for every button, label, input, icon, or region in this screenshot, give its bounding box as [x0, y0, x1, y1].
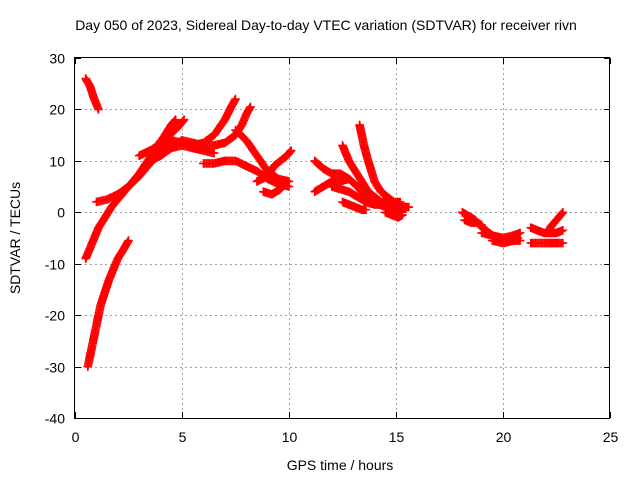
- y-tick-label: -10: [45, 257, 65, 273]
- y-axis-title: SDTVAR / TECUs: [7, 182, 23, 294]
- data-point: [246, 102, 255, 112]
- series-arc-24: [526, 238, 568, 248]
- data-point: [231, 94, 240, 104]
- data-point: [558, 208, 568, 217]
- chart-title: Day 050 of 2023, Sidereal Day-to-day VTE…: [75, 17, 577, 33]
- data-point: [515, 228, 525, 238]
- tick-labels-layer: 0 5 10 15 20 25 -40 -30 -20 -10 0 10 20 30: [45, 51, 619, 446]
- data-point: [282, 177, 292, 186]
- series-arc-10: [252, 146, 296, 186]
- series-arc-16: [355, 120, 405, 207]
- data-point: [124, 236, 133, 245]
- series-arc-17: [338, 197, 371, 214]
- data-point: [286, 147, 295, 156]
- series-arc-06: [145, 102, 255, 166]
- series-arc-15: [338, 141, 392, 207]
- data-point: [286, 146, 296, 155]
- series-arc-23: [526, 223, 568, 238]
- data-point: [209, 148, 219, 158]
- y-tick-label: 0: [57, 205, 65, 221]
- data-points-layer: [81, 74, 568, 371]
- series-arc-25: [545, 208, 568, 232]
- x-tick-label: 5: [179, 429, 187, 445]
- series-arc-11: [259, 177, 292, 199]
- x-tick-label: 25: [603, 429, 619, 445]
- x-tick-label: 10: [282, 429, 298, 445]
- x-axis-title: GPS time / hours: [287, 457, 394, 473]
- plot-frame: [74, 57, 610, 419]
- data-point: [94, 105, 103, 114]
- data-point: [281, 178, 291, 187]
- y-tick-label: -40: [45, 411, 65, 427]
- data-point: [361, 205, 371, 214]
- data-point: [557, 209, 567, 218]
- data-point: [170, 116, 179, 125]
- series-arc-22: [488, 236, 525, 248]
- y-tick-label: 20: [49, 102, 65, 118]
- data-point: [558, 226, 568, 235]
- data-point: [398, 210, 407, 220]
- x-tick-label: 15: [389, 429, 405, 445]
- data-point: [477, 220, 486, 230]
- data-point: [179, 115, 189, 124]
- series-arc-18: [381, 208, 407, 222]
- y-tick-label: 30: [49, 51, 65, 67]
- y-tick-label: -30: [45, 360, 65, 376]
- x-tick-label: 20: [496, 429, 512, 445]
- data-point: [558, 238, 568, 248]
- ticks-layer: [75, 58, 611, 419]
- grid-layer: [75, 58, 610, 418]
- data-point: [171, 115, 180, 124]
- series-arc-01: [81, 74, 103, 114]
- y-tick-label: 10: [49, 154, 65, 170]
- data-point: [404, 202, 414, 212]
- data-point: [178, 116, 188, 126]
- x-tick-label: 0: [72, 429, 80, 445]
- series-arc-07: [152, 115, 189, 150]
- data-point: [396, 197, 405, 207]
- series-arc-21: [477, 228, 525, 243]
- data-point: [515, 236, 525, 245]
- y-tick-label: -20: [45, 308, 65, 324]
- series-arc-20: [460, 215, 486, 230]
- series-arc-02: [83, 236, 133, 371]
